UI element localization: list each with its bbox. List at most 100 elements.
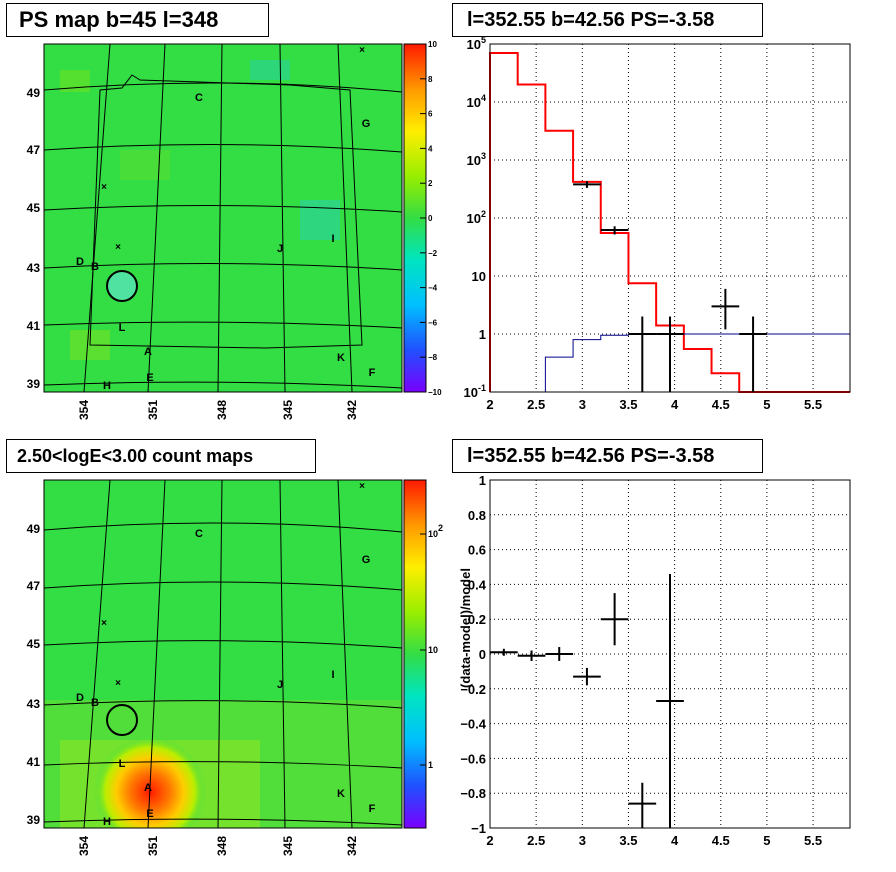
x-tick-label: 348	[215, 836, 229, 856]
source-label-f: F	[369, 367, 376, 379]
residual-panel: 2 2.5 3 3.5 4 4.5 5 5.5 1 0.8 0.6 0.4 0.2 0 −0.2 −0.4 −0…	[458, 473, 851, 848]
ps-map-x-ticks: 354 351 348 345 342	[77, 400, 359, 420]
x-tick-label: 2	[486, 397, 493, 412]
y-tick-label: −0.4	[460, 717, 486, 732]
source-label-e: E	[146, 372, 153, 384]
source-label-h: H	[103, 816, 111, 828]
y-tick-label: 43	[27, 697, 41, 711]
y-tick-label: 39	[27, 813, 41, 827]
y-tick-label: 1	[479, 473, 486, 488]
ps-map-source-labels: C G D B J I L A K F E H × × ×	[76, 45, 376, 392]
y-tick-label: 1	[479, 327, 486, 342]
source-label-d: D	[76, 692, 84, 704]
y-tick-label: 0.6	[468, 543, 486, 558]
source-label-k: K	[337, 788, 345, 800]
source-label-c: C	[195, 528, 203, 540]
x-tick-label: 348	[215, 400, 229, 420]
colorbar-tick-label: 10	[428, 645, 438, 655]
source-label-j: J	[277, 679, 283, 691]
x-tick-label: 4.5	[712, 397, 730, 412]
colorbar-tick-label: −10	[428, 388, 442, 397]
source-label-c: C	[195, 92, 203, 104]
residual-axis-ticks: 2 2.5 3 3.5 4 4.5 5 5.5 1 0.8 0.6 0.4 0.2 0 −0.2 −0.4 −0…	[460, 473, 822, 848]
colorbar-tick-label: 6	[428, 110, 433, 119]
x-tick-label: 5.5	[804, 397, 822, 412]
y-tick-label: 47	[27, 579, 41, 593]
cross-marker: ×	[359, 45, 365, 56]
colorbar-tick-label: 8	[428, 75, 433, 84]
y-tick-label: 105	[467, 35, 486, 52]
y-tick-label: 41	[27, 319, 41, 333]
source-label-k: K	[337, 352, 345, 364]
count-map-colorbar	[403, 479, 427, 829]
y-tick-label: 45	[27, 201, 41, 215]
colorbar-tick-label: 4	[428, 144, 433, 153]
y-tick-label: −1	[471, 821, 486, 836]
count-map-grid	[44, 480, 402, 828]
x-tick-label: 4	[671, 833, 679, 848]
y-tick-label: 102	[467, 209, 486, 226]
ps-map-frame	[43, 43, 403, 393]
y-tick-label: 41	[27, 755, 41, 769]
count-map-colorbar-ticks: 102 10 1	[420, 523, 443, 770]
source-label-g: G	[362, 554, 371, 566]
source-label-l: L	[119, 322, 126, 334]
ps-map-title: PS map b=45 l=348	[6, 3, 269, 37]
x-tick-label: 2.5	[527, 397, 545, 412]
colorbar-tick-label: −6	[428, 318, 438, 327]
x-tick-label: 354	[77, 836, 91, 856]
x-tick-label: 4	[671, 397, 679, 412]
ps-map-target-circle	[106, 270, 138, 302]
count-map-source-labels: C G D B J I L A K F E H × × ×	[76, 481, 376, 828]
source-label-f: F	[369, 803, 376, 815]
y-tick-label: 39	[27, 377, 41, 391]
count-map-frame	[43, 479, 403, 829]
colorbar-tick-label: −8	[428, 353, 438, 362]
source-label-h: H	[103, 380, 111, 392]
y-tick-label: 103	[467, 151, 486, 168]
spectrum-title: l=352.55 b=42.56 PS=-3.58	[452, 3, 763, 37]
x-tick-label: 3.5	[619, 397, 637, 412]
x-tick-label: 2.5	[527, 833, 545, 848]
x-tick-label: 351	[146, 836, 160, 856]
source-label-a: A	[144, 782, 152, 794]
y-tick-label: 10-1	[464, 383, 486, 400]
x-tick-label: 342	[345, 400, 359, 420]
source-label-a: A	[144, 346, 152, 358]
y-tick-label: 49	[27, 86, 41, 100]
x-tick-label: 4.5	[712, 833, 730, 848]
y-tick-label: −0.8	[460, 786, 486, 801]
x-tick-label: 345	[281, 400, 295, 420]
x-tick-label: 2	[486, 833, 493, 848]
colorbar-tick-label: 2	[428, 179, 433, 188]
x-tick-label: 3	[579, 397, 586, 412]
count-map-target-circle	[106, 704, 138, 736]
source-label-e: E	[146, 808, 153, 820]
cross-marker: ×	[115, 678, 121, 689]
cross-marker: ×	[359, 481, 365, 492]
count-map-shading	[44, 700, 402, 828]
y-tick-label: 0.2	[468, 612, 486, 627]
x-tick-label: 342	[345, 836, 359, 856]
y-tick-label: 43	[27, 261, 41, 275]
cross-marker: ×	[115, 242, 121, 253]
source-label-b: B	[91, 697, 99, 709]
x-tick-label: 345	[281, 836, 295, 856]
count-map-title: 2.50<logE<3.00 count maps	[6, 439, 316, 473]
count-map-panel: C G D B J I L A K F E H × × × 354 351 348 345 342 39 41 43 45…	[27, 479, 443, 856]
spectrum-frame	[489, 43, 851, 393]
source-label-l: L	[119, 758, 126, 770]
spectrum-panel: 2 2.5 3 3.5 4 4.5 5 5.5 10-1 1 10 102 103 104 105	[464, 35, 851, 412]
y-tick-label: 0.4	[468, 577, 487, 592]
cross-marker: ×	[101, 618, 107, 629]
spectrum-series	[489, 51, 850, 393]
model-step-line	[489, 51, 850, 393]
y-tick-label: 0	[479, 647, 486, 662]
residual-y-axis-label: (data-model)/model	[458, 568, 473, 688]
colorbar-tick-label: 0	[428, 214, 433, 223]
count-map-x-ticks: 354 351 348 345 342	[77, 836, 359, 856]
x-tick-label: 351	[146, 400, 160, 420]
residual-points	[490, 573, 684, 828]
x-tick-label: 5	[763, 833, 770, 848]
x-tick-label: 5	[763, 397, 770, 412]
